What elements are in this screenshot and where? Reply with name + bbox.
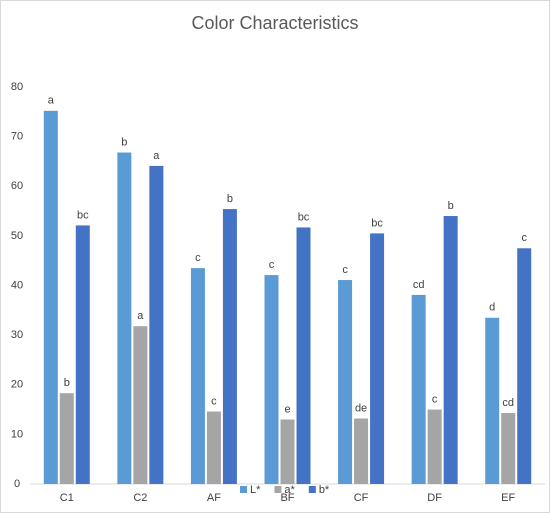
y-tick-label: 40 [11, 279, 23, 291]
y-tick-label: 80 [11, 81, 23, 93]
legend-label: a* [284, 484, 295, 496]
bar [75, 225, 90, 485]
bar [411, 294, 426, 484]
x-tick-label: C2 [133, 492, 147, 504]
x-tick-label: DF [427, 492, 442, 504]
bar-letter: b [448, 200, 454, 212]
y-tick-label: 60 [11, 180, 23, 192]
legend-swatch [308, 486, 316, 493]
x-tick-label: AF [207, 492, 221, 504]
bar [296, 227, 311, 484]
bar-letter: cd [502, 397, 514, 409]
bar-letter: bc [298, 211, 310, 223]
bar-letter: b [64, 377, 70, 389]
bar-letter: a [153, 150, 160, 162]
bar [264, 275, 279, 484]
bar [443, 216, 458, 484]
bar [501, 413, 516, 484]
legend-swatch [240, 486, 247, 493]
bar-letter: c [269, 259, 275, 271]
bar-letter: cd [413, 279, 425, 291]
y-tick-label: 30 [11, 329, 23, 341]
legend-label: b* [319, 484, 330, 496]
bar [59, 393, 74, 484]
bar-letter: c [521, 232, 527, 244]
bar [190, 268, 205, 484]
bar [517, 248, 532, 484]
y-tick-label: 70 [11, 131, 23, 143]
bar [338, 280, 353, 484]
bar-letter: a [137, 310, 144, 322]
x-tick-label: C1 [60, 492, 74, 504]
bar [149, 165, 164, 484]
bar-letter: de [355, 402, 367, 414]
bar-letter: c [342, 264, 348, 276]
bar [280, 419, 295, 484]
x-tick-label: BF [280, 492, 294, 504]
y-tick-label: 20 [11, 379, 23, 391]
y-tick-label: 50 [11, 230, 23, 242]
bar [485, 317, 500, 484]
bar [222, 209, 237, 484]
bar-letter: b [227, 193, 233, 205]
bar [206, 411, 221, 484]
bar-letter: bc [371, 217, 383, 229]
chart-title: Color Characteristics [191, 13, 358, 33]
bar-letter: e [284, 403, 290, 415]
bar [117, 152, 132, 484]
x-tick-label: EF [501, 492, 515, 504]
bar [370, 233, 385, 484]
bar [427, 409, 442, 484]
bar-letter: bc [77, 209, 89, 221]
bar-letter: c [211, 395, 217, 407]
bar [354, 418, 369, 484]
y-tick-label: 10 [11, 428, 23, 440]
bar-letter: c [195, 252, 201, 264]
bar-letter: c [432, 393, 438, 405]
bar [43, 110, 58, 484]
y-tick-label: 0 [14, 478, 20, 490]
legend-label: L* [250, 484, 261, 496]
bar-letter: d [489, 302, 495, 314]
bar [133, 326, 148, 484]
bar-letter: a [48, 95, 55, 107]
bar-letter: b [121, 136, 127, 148]
legend-swatch [274, 486, 282, 493]
x-tick-label: CF [354, 492, 369, 504]
